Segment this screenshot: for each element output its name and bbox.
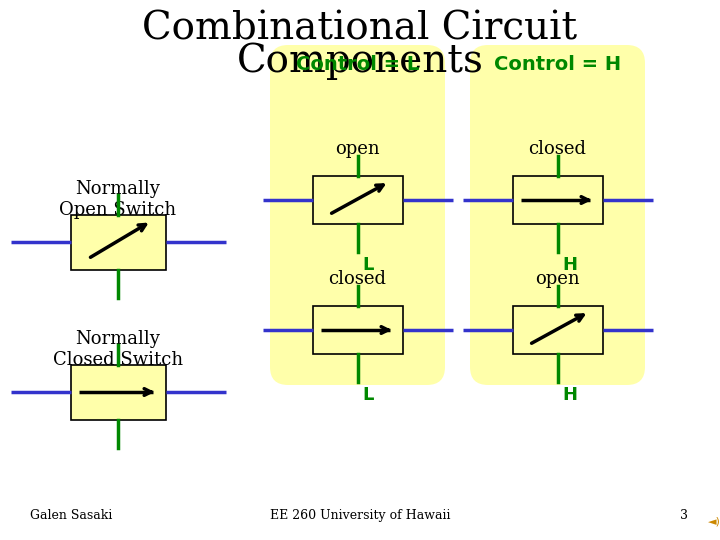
- Text: open: open: [535, 270, 580, 288]
- Text: Normally
Closed Switch: Normally Closed Switch: [53, 330, 183, 369]
- Text: ◄)): ◄)): [708, 516, 720, 526]
- Text: closed: closed: [528, 140, 587, 158]
- Text: open: open: [336, 140, 380, 158]
- Text: closed: closed: [328, 270, 387, 288]
- Bar: [71, 364, 166, 420]
- Bar: [513, 176, 603, 224]
- Bar: [513, 306, 603, 354]
- Bar: [312, 306, 402, 354]
- Text: H: H: [562, 256, 577, 274]
- Text: Control = H: Control = H: [494, 55, 621, 74]
- Text: Components: Components: [237, 42, 483, 79]
- Text: 3: 3: [680, 509, 688, 522]
- FancyBboxPatch shape: [470, 45, 645, 385]
- Text: L: L: [362, 256, 374, 274]
- Bar: [71, 214, 166, 269]
- Text: Normally
Open Switch: Normally Open Switch: [60, 180, 176, 219]
- Text: Galen Sasaki: Galen Sasaki: [30, 509, 112, 522]
- Text: H: H: [562, 386, 577, 404]
- FancyBboxPatch shape: [270, 45, 445, 385]
- Text: L: L: [362, 386, 374, 404]
- Text: EE 260 University of Hawaii: EE 260 University of Hawaii: [270, 509, 450, 522]
- Text: Combinational Circuit: Combinational Circuit: [143, 10, 577, 47]
- Bar: [312, 176, 402, 224]
- Text: Control = L: Control = L: [296, 55, 419, 74]
